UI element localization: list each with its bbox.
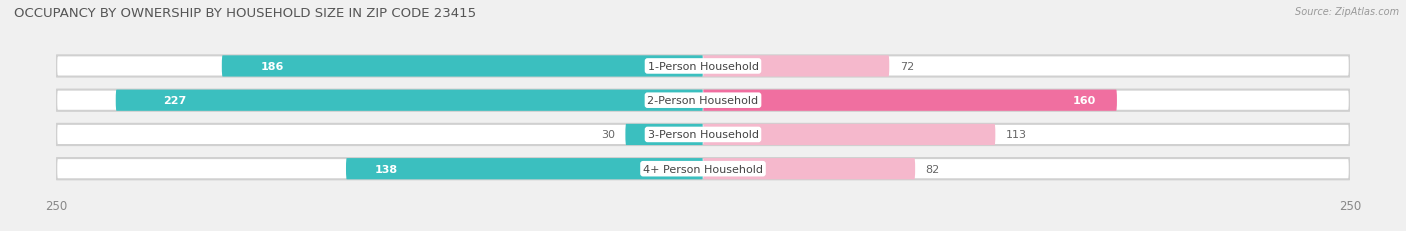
Text: 3-Person Household: 3-Person Household	[648, 130, 758, 140]
FancyBboxPatch shape	[222, 56, 703, 77]
FancyBboxPatch shape	[115, 90, 703, 111]
Text: 2-Person Household: 2-Person Household	[647, 96, 759, 106]
FancyBboxPatch shape	[703, 158, 915, 179]
Text: 160: 160	[1073, 96, 1097, 106]
Text: 227: 227	[163, 96, 186, 106]
FancyBboxPatch shape	[703, 56, 889, 77]
Text: 186: 186	[260, 62, 284, 72]
FancyBboxPatch shape	[346, 158, 703, 179]
FancyBboxPatch shape	[56, 90, 1350, 111]
Text: 4+ Person Household: 4+ Person Household	[643, 164, 763, 174]
Text: 30: 30	[600, 130, 614, 140]
Text: 113: 113	[1005, 130, 1026, 140]
Text: 1-Person Household: 1-Person Household	[648, 62, 758, 72]
Text: 72: 72	[900, 62, 914, 72]
FancyBboxPatch shape	[56, 56, 1350, 77]
Text: OCCUPANCY BY OWNERSHIP BY HOUSEHOLD SIZE IN ZIP CODE 23415: OCCUPANCY BY OWNERSHIP BY HOUSEHOLD SIZE…	[14, 7, 477, 20]
FancyBboxPatch shape	[56, 124, 1350, 146]
Text: 82: 82	[925, 164, 939, 174]
FancyBboxPatch shape	[703, 124, 995, 146]
Text: 138: 138	[374, 164, 398, 174]
FancyBboxPatch shape	[56, 158, 1350, 179]
FancyBboxPatch shape	[626, 124, 703, 146]
Text: Source: ZipAtlas.com: Source: ZipAtlas.com	[1295, 7, 1399, 17]
FancyBboxPatch shape	[703, 90, 1116, 111]
